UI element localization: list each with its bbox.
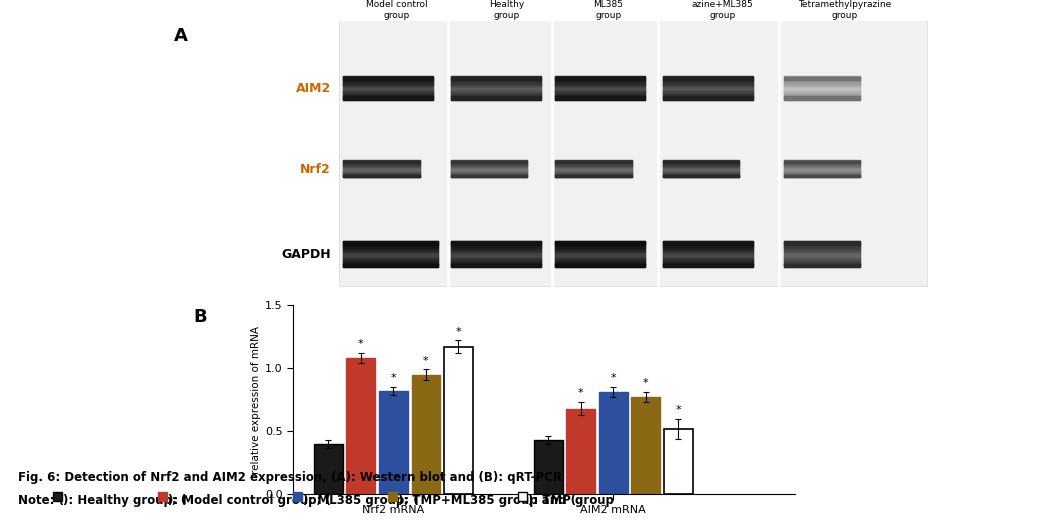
Bar <box>379 391 408 494</box>
Y-axis label: relative expression of mRNA: relative expression of mRNA <box>251 326 260 474</box>
Text: ): Healthy group; (: ): Healthy group; ( <box>63 494 186 507</box>
Bar <box>599 392 628 494</box>
Bar <box>53 492 62 501</box>
Text: ): TMP group: ): TMP group <box>528 494 614 507</box>
Bar <box>339 12 927 287</box>
Bar <box>314 444 343 494</box>
Text: ): TMP+ML385 group and (: ): TMP+ML385 group and ( <box>397 494 576 507</box>
Text: *: * <box>611 373 616 383</box>
Text: *: * <box>676 405 681 415</box>
Text: GAPDH: GAPDH <box>281 248 331 261</box>
Bar <box>158 492 167 501</box>
Text: *: * <box>423 356 429 366</box>
Text: ML385
group: ML385 group <box>593 0 623 19</box>
Bar <box>632 397 660 494</box>
Bar <box>346 358 376 494</box>
Text: Note: (: Note: ( <box>18 494 64 507</box>
Bar <box>444 347 473 494</box>
Text: Nrf2: Nrf2 <box>300 163 331 176</box>
Text: *: * <box>358 339 364 349</box>
Text: *: * <box>455 327 461 337</box>
Text: *: * <box>578 389 584 399</box>
Text: Healthy
group: Healthy group <box>488 0 524 19</box>
Text: Model control
group: Model control group <box>365 0 427 19</box>
Bar <box>533 440 563 494</box>
Text: A: A <box>174 27 187 45</box>
Bar <box>411 375 440 494</box>
Bar <box>567 409 595 494</box>
Text: ): ML385 group; (: ): ML385 group; ( <box>303 494 418 507</box>
Text: *: * <box>643 378 649 388</box>
Text: AIM2: AIM2 <box>296 82 331 95</box>
Bar <box>664 429 692 494</box>
Text: *: * <box>390 373 396 383</box>
Text: Fig. 6: Detection of Nrf2 and AIM2 expression, (A): Western blot and (B): qRT-PC: Fig. 6: Detection of Nrf2 and AIM2 expre… <box>18 471 562 484</box>
Text: Tetramethylpyr
azine+ML385
group: Tetramethylpyr azine+ML385 group <box>688 0 757 19</box>
Bar <box>518 492 527 501</box>
Text: B: B <box>194 308 207 326</box>
Text: ): Model control group; (: ): Model control group; ( <box>168 494 331 507</box>
Bar <box>388 492 397 501</box>
Text: Tetramethylpyrazine
group: Tetramethylpyrazine group <box>798 0 891 19</box>
Bar <box>293 492 302 501</box>
